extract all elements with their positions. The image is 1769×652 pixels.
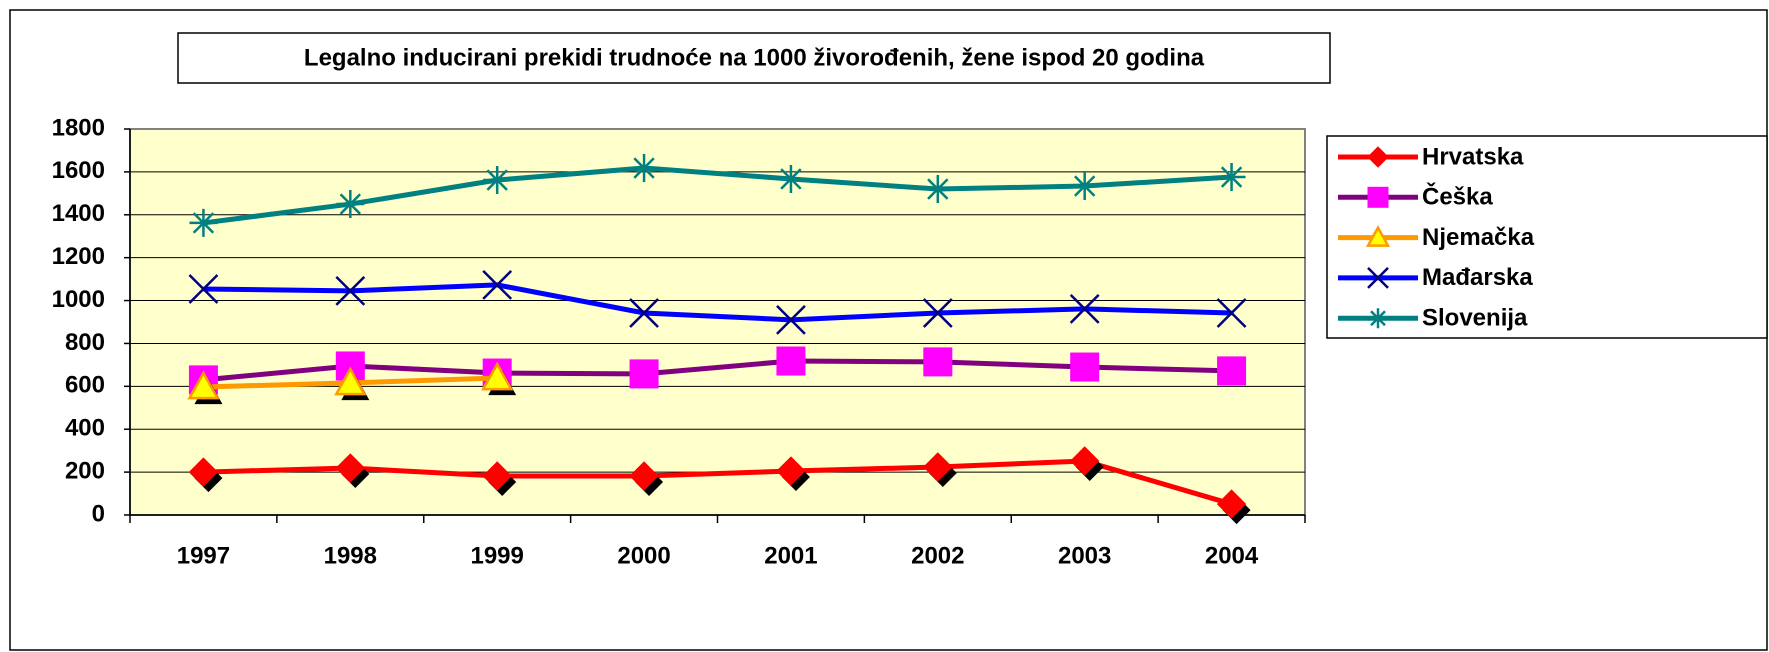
y-tick-label: 1800 [52,114,105,141]
marker [1216,489,1247,519]
marker [1217,163,1246,192]
x-tick-label: 2002 [911,542,964,569]
marker [334,366,367,396]
marker [923,452,953,482]
y-tick-label: 0 [92,500,105,527]
marker [189,208,218,237]
line [203,458,1233,507]
marker [1070,172,1099,201]
y-tick-label: 1000 [52,286,105,313]
y-tick-label: 200 [65,457,105,484]
title-box [177,32,1331,84]
x-tick-label: 1997 [177,542,230,569]
marker [483,166,512,195]
line [203,358,1232,383]
marker [1069,446,1100,476]
series [188,446,1251,525]
marker [630,154,659,183]
marker [335,276,366,306]
marker [629,298,659,328]
marker [776,346,806,376]
marker [629,461,659,491]
marker [1216,298,1247,328]
marker [1069,294,1100,324]
marker [482,270,513,300]
legend-marker [1367,267,1389,289]
marker [482,461,512,491]
legend-label: Njemačka [1422,224,1535,251]
marker [188,274,219,304]
marker [1217,356,1247,386]
y-tick-label: 400 [65,415,105,442]
marker [335,453,366,483]
marker [1070,352,1100,382]
legend-marker [1367,146,1389,168]
x-tick-label: 2001 [764,542,817,569]
x-tick-label: 1998 [324,542,377,569]
y-tick-label: 600 [65,372,105,399]
marker [923,175,952,204]
marker [776,456,806,486]
series [189,154,1246,237]
legend-label: Mađarska [1422,264,1533,291]
marker [776,164,805,193]
marker [923,347,953,377]
x-tick-label: 2000 [617,542,670,569]
x-tick-label: 2003 [1058,542,1111,569]
marker [629,359,659,389]
legend-marker [1365,225,1391,247]
series [188,270,1247,335]
marker [776,304,806,335]
marker [922,298,953,328]
series [188,346,1247,395]
marker [187,370,220,400]
legend-marker [1367,186,1389,208]
y-tick-label: 1600 [52,157,105,184]
line [203,165,1232,226]
y-tick-label: 1400 [52,200,105,227]
series [187,361,517,405]
y-tick-label: 1200 [52,243,105,270]
x-tick-label: 1999 [470,542,523,569]
plot-area [129,128,1306,516]
legend-label: Hrvatska [1422,143,1524,170]
x-tick-label: 2004 [1205,542,1259,569]
legend-marker [1368,308,1388,329]
line [203,282,1232,323]
legend-label: Češka [1422,183,1493,211]
chart-title: Legalno inducirani prekidi trudnoće na 1… [304,44,1205,71]
marker [336,190,365,219]
marker [188,457,219,487]
marker [481,361,514,391]
y-tick-label: 800 [65,329,105,356]
legend-label: Slovenija [1422,305,1528,332]
